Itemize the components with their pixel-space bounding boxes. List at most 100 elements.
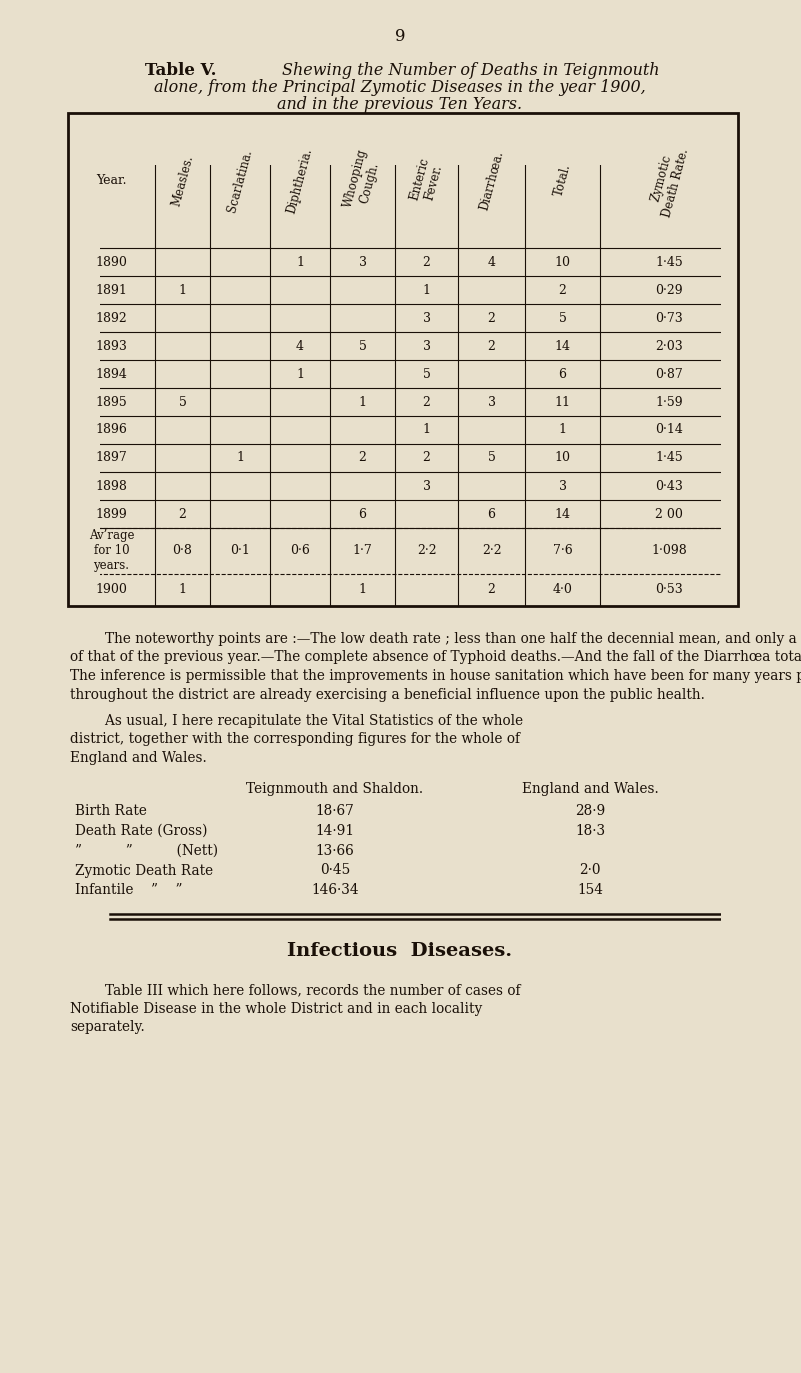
Text: separately.: separately.	[70, 1020, 145, 1034]
Text: 2: 2	[359, 452, 366, 464]
Text: 1: 1	[359, 584, 367, 596]
Text: 2: 2	[488, 339, 496, 353]
Text: As usual, I here recapitulate the Vital Statistics of the whole: As usual, I here recapitulate the Vital …	[70, 714, 523, 728]
Text: 0·73: 0·73	[655, 312, 683, 324]
Text: 2·03: 2·03	[655, 339, 683, 353]
Text: 2: 2	[423, 395, 430, 409]
Text: 18·3: 18·3	[575, 824, 605, 838]
Text: 0·29: 0·29	[655, 283, 682, 297]
Text: 1: 1	[179, 283, 187, 297]
Text: Birth Rate: Birth Rate	[75, 803, 147, 817]
Text: 3: 3	[488, 395, 496, 409]
Text: 9: 9	[395, 27, 405, 45]
Text: 0·45: 0·45	[320, 864, 350, 877]
Text: 1: 1	[296, 368, 304, 380]
Text: 1·098: 1·098	[651, 545, 687, 557]
Text: 2: 2	[179, 508, 187, 520]
Text: throughout the district are already exercising a beneficial influence upon the p: throughout the district are already exer…	[70, 688, 705, 702]
Text: 14: 14	[554, 508, 570, 520]
Text: 1: 1	[422, 283, 430, 297]
Text: Death Rate (Gross): Death Rate (Gross)	[75, 824, 207, 838]
Text: 1: 1	[236, 452, 244, 464]
Text: 0·8: 0·8	[172, 545, 192, 557]
Text: 3: 3	[422, 479, 430, 493]
Text: 5: 5	[179, 395, 187, 409]
Text: 2: 2	[558, 283, 566, 297]
Text: 3: 3	[422, 339, 430, 353]
Text: 1895: 1895	[95, 395, 127, 409]
Text: of that of the previous year.—The complete absence of Typhoid deaths.—And the fa: of that of the previous year.—The comple…	[70, 651, 801, 665]
Text: 154: 154	[577, 883, 603, 898]
Text: 14: 14	[554, 339, 570, 353]
Text: The inference is permissible that the improvements in house sanitation which hav: The inference is permissible that the im…	[70, 669, 801, 682]
Text: 1894: 1894	[95, 368, 127, 380]
Text: 1896: 1896	[95, 423, 127, 437]
Text: 1898: 1898	[95, 479, 127, 493]
Text: 1: 1	[296, 255, 304, 269]
Text: 2: 2	[423, 255, 430, 269]
Text: Enteric
Fever.: Enteric Fever.	[408, 155, 445, 205]
Text: The noteworthy points are :—The low death rate ; less than one half the decennia: The noteworthy points are :—The low deat…	[70, 632, 801, 647]
Text: 2 00: 2 00	[655, 508, 683, 520]
Text: 0·87: 0·87	[655, 368, 683, 380]
Text: 10: 10	[554, 255, 570, 269]
Text: Measles.: Measles.	[169, 154, 195, 207]
Text: 1·7: 1·7	[352, 545, 372, 557]
Text: Scarlatina.: Scarlatina.	[225, 147, 255, 213]
Text: Zymotic Death Rate: Zymotic Death Rate	[75, 864, 213, 877]
Text: Shewing the Number of Deaths in Teignmouth: Shewing the Number of Deaths in Teignmou…	[282, 62, 659, 80]
Text: 4·0: 4·0	[553, 584, 573, 596]
Text: 1: 1	[422, 423, 430, 437]
Text: 7·6: 7·6	[553, 545, 573, 557]
Text: 6: 6	[558, 368, 566, 380]
Text: 1·59: 1·59	[655, 395, 682, 409]
Text: 1·45: 1·45	[655, 255, 683, 269]
Text: Diphtheria.: Diphtheria.	[285, 146, 315, 214]
Text: and in the previous Ten Years.: and in the previous Ten Years.	[277, 96, 522, 113]
Text: 1·45: 1·45	[655, 452, 683, 464]
Text: 5: 5	[558, 312, 566, 324]
Text: England and Wales.: England and Wales.	[521, 781, 658, 795]
Text: 3: 3	[558, 479, 566, 493]
Text: 11: 11	[554, 395, 570, 409]
Text: 1: 1	[558, 423, 566, 437]
Text: 3: 3	[359, 255, 367, 269]
Text: 0·14: 0·14	[655, 423, 683, 437]
Text: 1897: 1897	[95, 452, 127, 464]
Text: 28·9: 28·9	[575, 803, 605, 817]
Text: 2: 2	[423, 452, 430, 464]
Text: 0·6: 0·6	[290, 545, 310, 557]
Text: England and Wales.: England and Wales.	[70, 751, 207, 765]
Text: 13·66: 13·66	[316, 843, 354, 858]
Text: 2: 2	[488, 312, 496, 324]
Text: Total.: Total.	[552, 163, 573, 198]
Text: 1: 1	[359, 395, 367, 409]
Text: 2·0: 2·0	[579, 864, 601, 877]
Text: Year.: Year.	[96, 174, 127, 187]
Text: 6: 6	[488, 508, 496, 520]
Text: 1900: 1900	[95, 584, 127, 596]
Text: Whooping
Cough.: Whooping Cough.	[341, 148, 384, 213]
Text: 5: 5	[423, 368, 430, 380]
Text: 2: 2	[488, 584, 496, 596]
Text: 10: 10	[554, 452, 570, 464]
Text: 5: 5	[359, 339, 366, 353]
Text: 18·67: 18·67	[316, 803, 354, 817]
Text: 146·34: 146·34	[311, 883, 359, 898]
Text: district, together with the corresponding figures for the whole of: district, together with the correspondin…	[70, 733, 520, 747]
Text: 1: 1	[179, 584, 187, 596]
Text: Diarrhœa.: Diarrhœa.	[477, 150, 505, 211]
Text: 4: 4	[488, 255, 496, 269]
Text: ”          ”          (Nett): ” ” (Nett)	[75, 843, 218, 858]
Text: alone, from the Principal Zymotic Diseases in the year 1900,: alone, from the Principal Zymotic Diseas…	[154, 80, 646, 96]
Text: 2·2: 2·2	[481, 545, 501, 557]
Text: Infantile    ”    ”: Infantile ” ”	[75, 883, 183, 898]
Text: Notifiable Disease in the whole District and in each locality: Notifiable Disease in the whole District…	[70, 1002, 482, 1016]
Text: Teignmouth and Shaldon.: Teignmouth and Shaldon.	[247, 781, 424, 795]
Text: 1892: 1892	[95, 312, 127, 324]
Text: Zymotic
Death Rate.: Zymotic Death Rate.	[646, 143, 692, 218]
Text: Table V.: Table V.	[145, 62, 216, 80]
Text: 1891: 1891	[95, 283, 127, 297]
Text: 6: 6	[359, 508, 367, 520]
Text: 1890: 1890	[95, 255, 127, 269]
